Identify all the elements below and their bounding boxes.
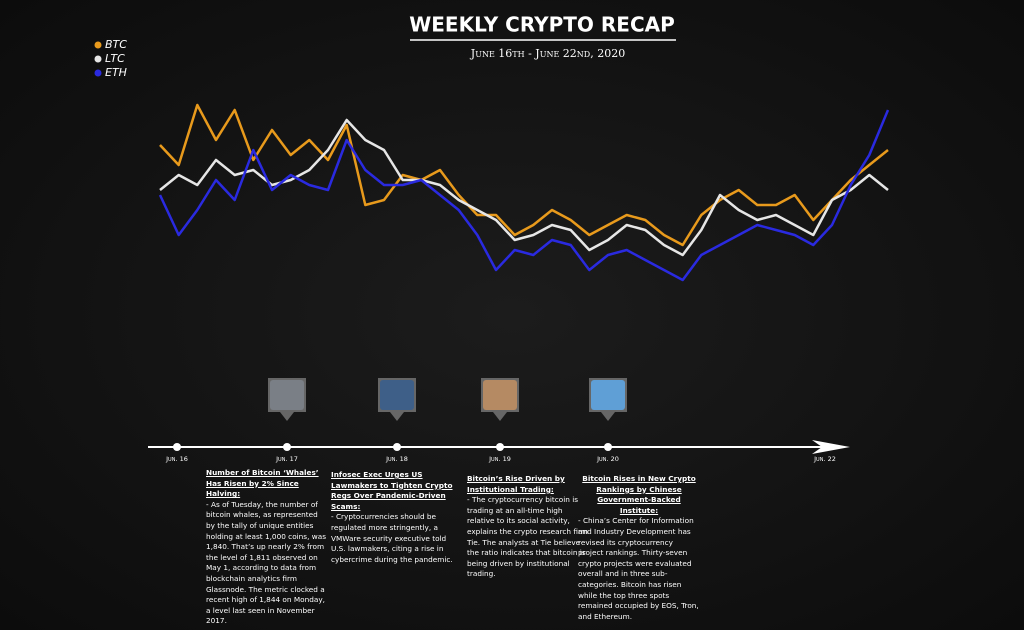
article-body: - Cryptocurrencies should be regulated m… (331, 512, 453, 564)
news-icon (591, 380, 625, 410)
timeline-dot (604, 443, 612, 451)
article-body: - China’s Center for Information and Ind… (578, 516, 699, 621)
article: Infosec Exec Urges US Lawmakers to Tight… (331, 470, 453, 565)
legend-marker (94, 69, 102, 77)
timeline-dot (283, 443, 291, 451)
news-icon (270, 380, 304, 410)
timeline-dot (393, 443, 401, 451)
article: Bitcoin Rises in New Crypto Rankings by … (578, 474, 700, 622)
timeline-arrow (812, 440, 850, 454)
timeline-dot (496, 443, 504, 451)
legend-label: BTC (105, 38, 127, 51)
timeline-label: Jun. 19 (488, 455, 511, 463)
article-body: - As of Tuesday, the number of bitcoin w… (206, 499, 326, 626)
timeline-label: Jun. 18 (385, 455, 408, 463)
legend-marker (94, 41, 102, 49)
article-title: Bitcoin Rises in New Crypto Rankings by … (582, 474, 696, 515)
timeline-dot (821, 443, 829, 451)
article-title: Bitcoin’s Rise Driven by Institutional T… (467, 474, 565, 494)
title: WEEKLY CRYPTO RECAP (409, 13, 675, 37)
legend-marker (94, 55, 102, 63)
series-line (159, 103, 889, 247)
series-line (159, 118, 889, 257)
timeline-label: Jun. 16 (165, 455, 188, 463)
article: Number of Bitcoin ‘Whales’ Has Risen by … (206, 468, 328, 627)
article-title: Number of Bitcoin ‘Whales’ Has Risen by … (206, 468, 319, 499)
news-icon (483, 380, 517, 410)
subtitle: June 16th - June 22nd, 2020 (470, 47, 625, 60)
legend-label: LTC (105, 52, 125, 65)
timeline-label: Jun. 17 (275, 455, 298, 463)
series-line (158, 109, 890, 282)
timeline-label: Jun. 20 (596, 455, 619, 463)
article-title: Infosec Exec Urges US Lawmakers to Tight… (331, 470, 453, 511)
timeline-label: Jun. 22 (813, 455, 836, 463)
legend-label: ETH (105, 66, 127, 79)
news-icon (380, 380, 414, 410)
article-body: - The cryptocurrency bitcoin is trading … (467, 495, 588, 579)
timeline-dot (173, 443, 181, 451)
article: Bitcoin’s Rise Driven by Institutional T… (467, 474, 589, 580)
